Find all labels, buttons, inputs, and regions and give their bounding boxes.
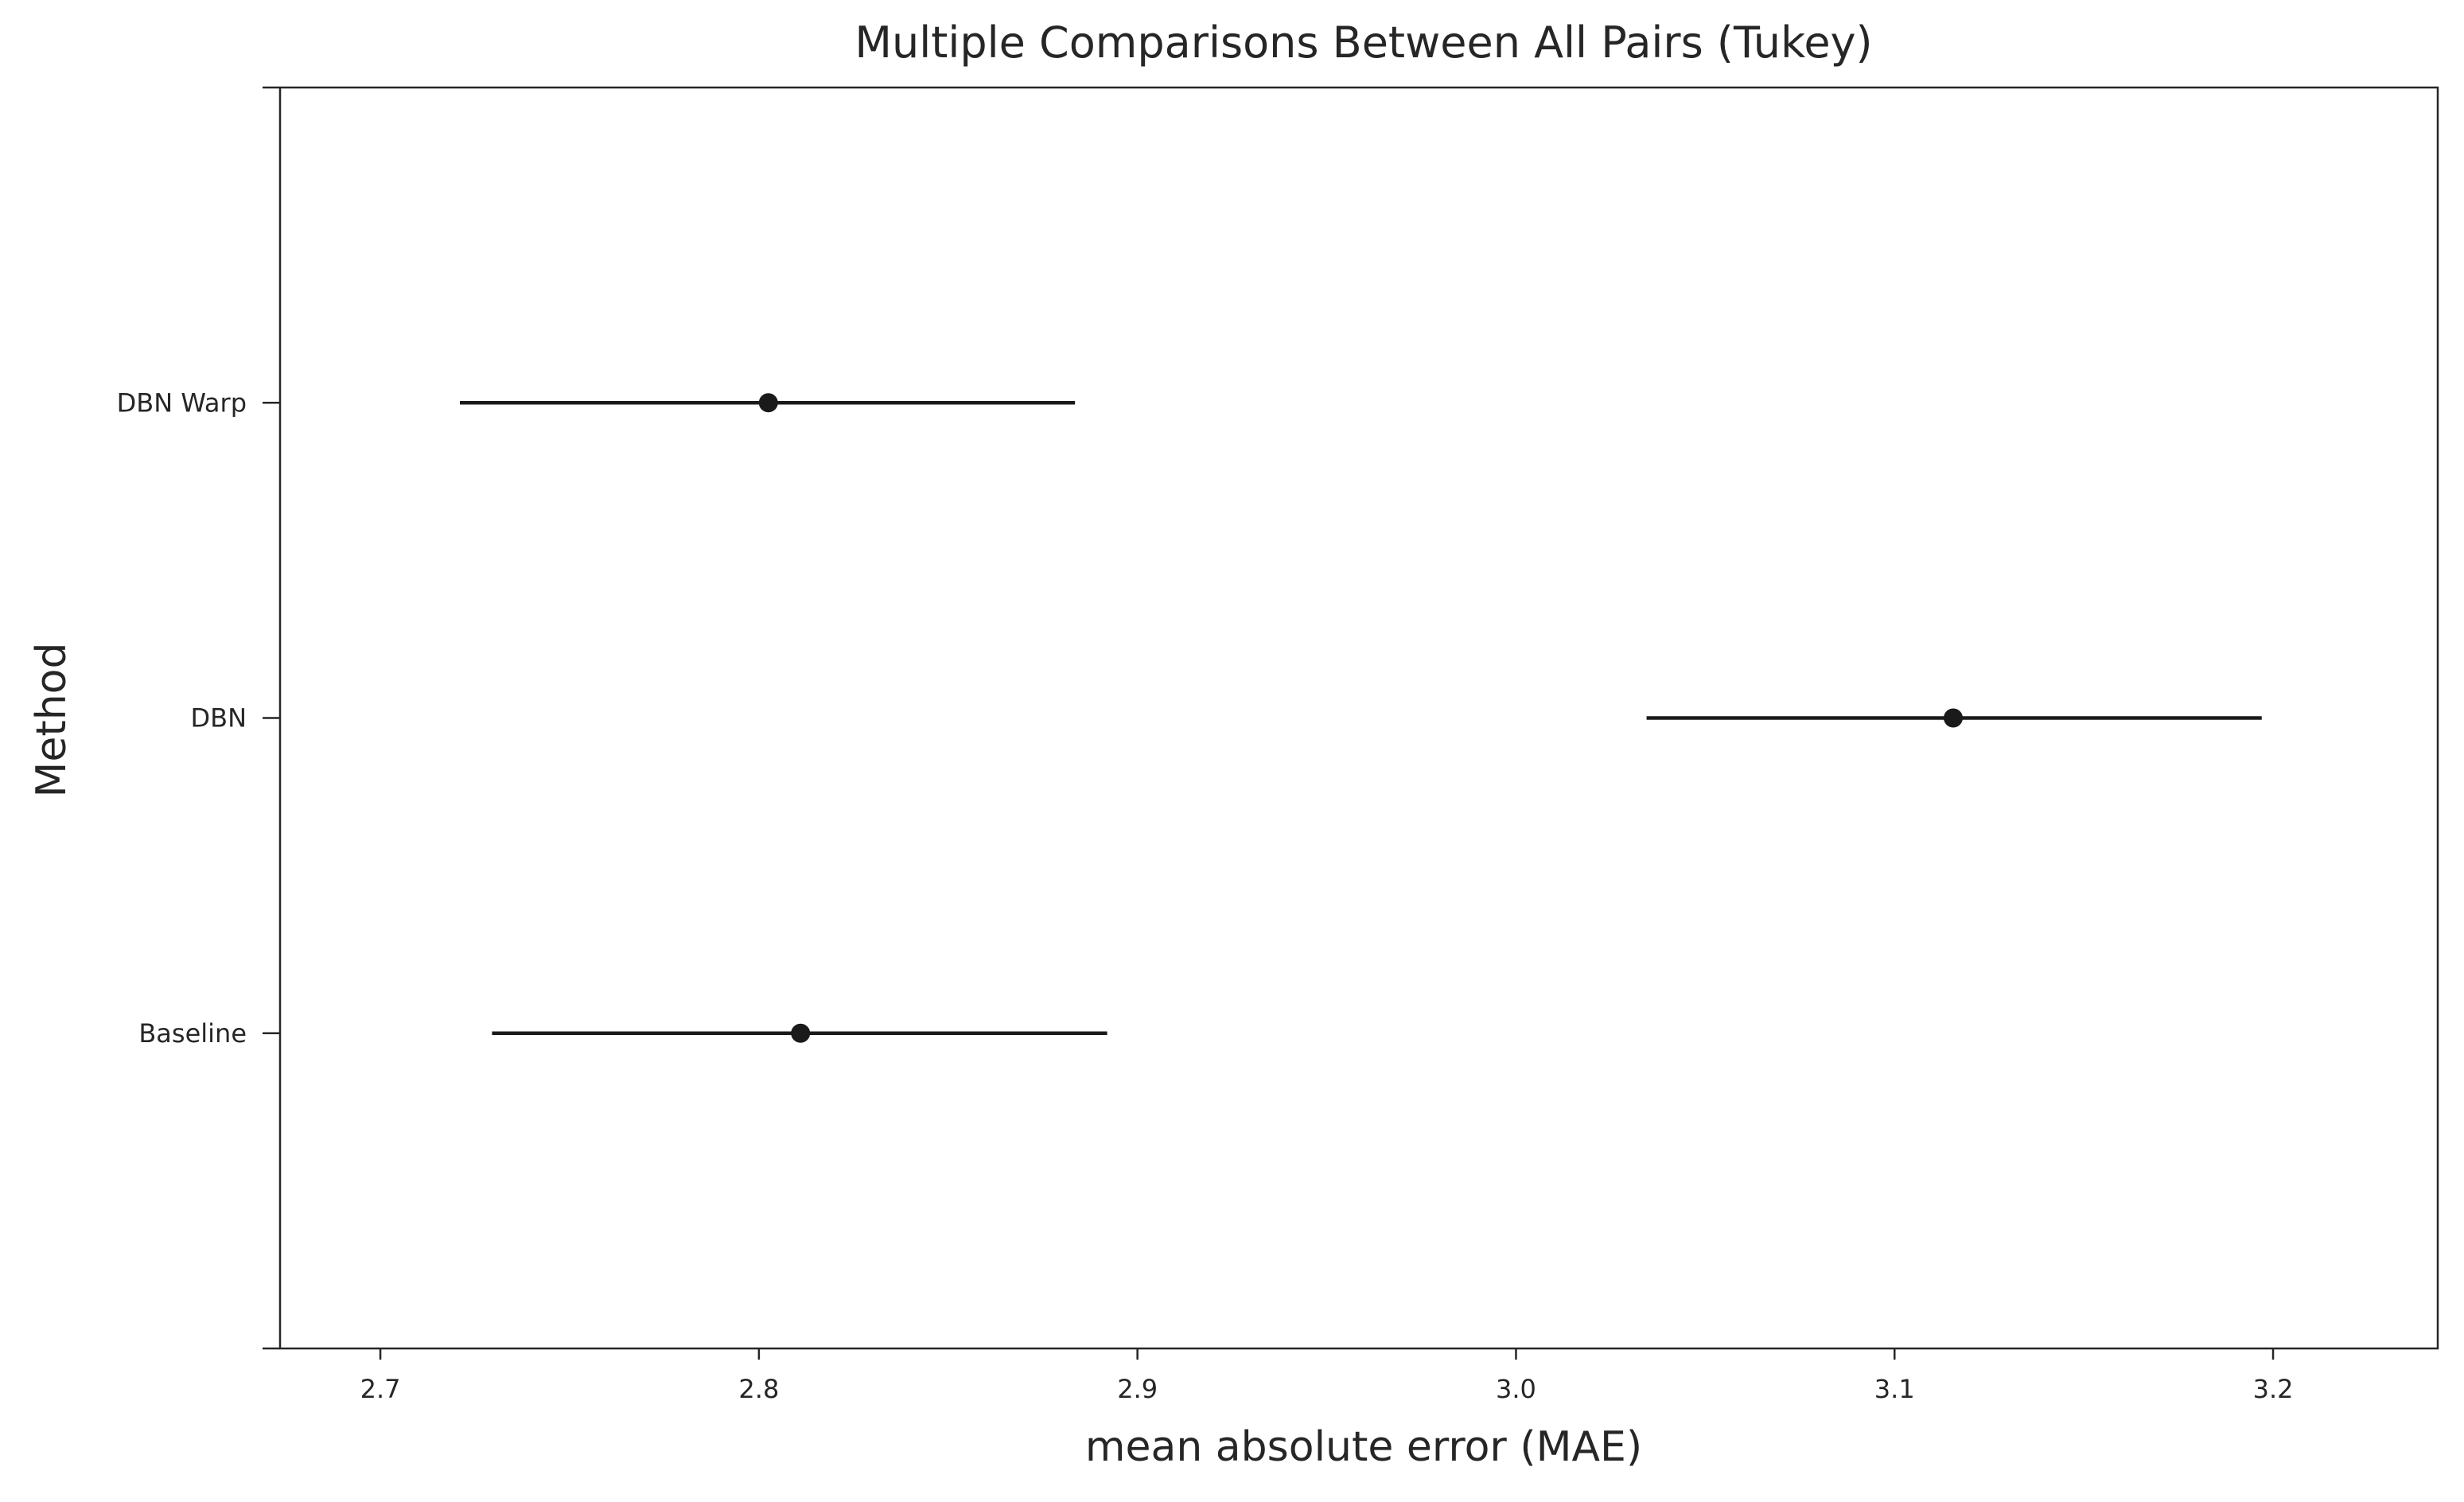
x-tick-label: 3.1 — [1874, 1374, 1915, 1404]
chart-marks — [460, 393, 2262, 1043]
y-tick-label: Baseline — [138, 1018, 247, 1049]
x-axis-ticks: 2.7 2.8 2.9 3.0 3.1 3.2 — [360, 1348, 2294, 1404]
mean-point — [758, 393, 778, 413]
x-tick-label: 2.8 — [738, 1374, 779, 1404]
y-axis-ticks: DBN Warp DBN Baseline — [117, 86, 280, 1350]
mean-point — [791, 1023, 811, 1043]
x-tick-label: 2.9 — [1117, 1374, 1158, 1404]
x-axis-label: mean absolute error (MAE) — [1085, 1423, 1642, 1471]
x-tick-label: 3.2 — [2253, 1374, 2294, 1404]
chart-title: Multiple Comparisons Between All Pairs (… — [854, 18, 1872, 68]
mean-point — [1943, 708, 1963, 728]
x-tick-label: 3.0 — [1496, 1374, 1536, 1404]
y-axis-label: Method — [28, 642, 76, 797]
x-tick-label: 2.7 — [360, 1374, 401, 1404]
y-tick-label: DBN — [190, 703, 247, 733]
y-tick-label: DBN Warp — [117, 387, 247, 418]
